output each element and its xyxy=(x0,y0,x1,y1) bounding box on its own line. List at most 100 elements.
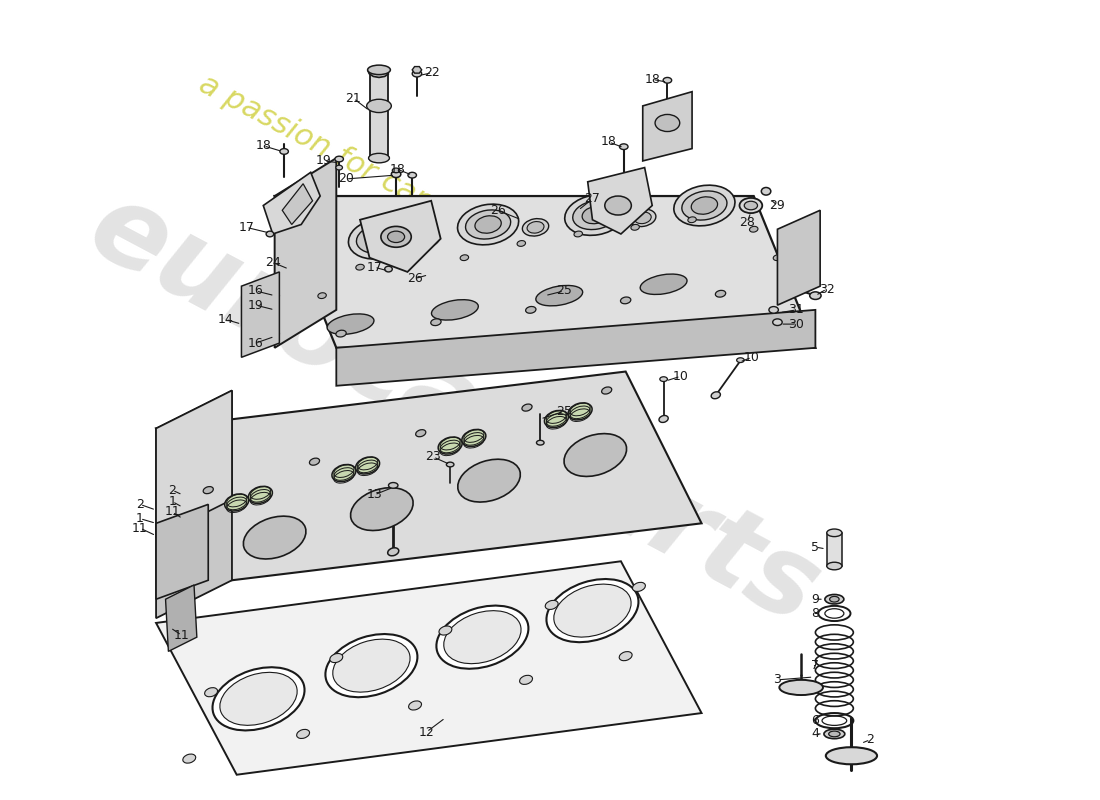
Ellipse shape xyxy=(829,596,839,602)
Polygon shape xyxy=(642,92,692,161)
Ellipse shape xyxy=(640,274,688,294)
Ellipse shape xyxy=(574,231,583,237)
Ellipse shape xyxy=(418,233,434,245)
Ellipse shape xyxy=(629,209,656,226)
Polygon shape xyxy=(778,210,821,305)
Ellipse shape xyxy=(564,434,627,477)
Text: 25: 25 xyxy=(557,405,572,418)
Ellipse shape xyxy=(691,197,717,214)
Ellipse shape xyxy=(827,562,842,570)
Ellipse shape xyxy=(416,430,426,437)
Ellipse shape xyxy=(204,486,213,494)
Text: 13: 13 xyxy=(366,488,382,502)
Ellipse shape xyxy=(517,241,526,246)
Ellipse shape xyxy=(682,191,727,220)
Text: 11: 11 xyxy=(132,522,147,534)
Text: 18: 18 xyxy=(601,135,616,149)
Ellipse shape xyxy=(568,403,592,420)
Text: 4: 4 xyxy=(812,727,820,741)
Polygon shape xyxy=(156,371,702,580)
Polygon shape xyxy=(283,184,312,225)
Polygon shape xyxy=(156,390,232,618)
Text: 30: 30 xyxy=(789,318,804,330)
Text: 17: 17 xyxy=(239,221,254,234)
Ellipse shape xyxy=(605,196,631,215)
Polygon shape xyxy=(367,70,389,78)
Ellipse shape xyxy=(674,185,735,226)
Ellipse shape xyxy=(393,168,400,173)
Ellipse shape xyxy=(355,457,380,474)
Ellipse shape xyxy=(522,218,549,236)
Ellipse shape xyxy=(619,144,628,150)
Ellipse shape xyxy=(544,410,569,427)
Polygon shape xyxy=(241,272,279,358)
Ellipse shape xyxy=(392,171,400,178)
Ellipse shape xyxy=(437,606,528,669)
Text: 8: 8 xyxy=(812,607,820,620)
Ellipse shape xyxy=(447,462,454,467)
Ellipse shape xyxy=(619,651,632,661)
Ellipse shape xyxy=(526,306,536,314)
Text: 9: 9 xyxy=(812,593,820,606)
Ellipse shape xyxy=(333,639,410,692)
Polygon shape xyxy=(587,167,652,234)
Ellipse shape xyxy=(620,297,630,304)
Ellipse shape xyxy=(412,70,421,77)
Text: 5: 5 xyxy=(812,541,820,554)
Ellipse shape xyxy=(408,701,421,710)
Ellipse shape xyxy=(318,293,327,298)
Ellipse shape xyxy=(270,292,279,299)
Ellipse shape xyxy=(810,292,821,299)
Ellipse shape xyxy=(351,488,414,530)
Ellipse shape xyxy=(462,430,486,446)
Polygon shape xyxy=(412,66,421,73)
Text: 31: 31 xyxy=(789,303,804,316)
Text: 26: 26 xyxy=(490,204,506,217)
Polygon shape xyxy=(360,201,441,272)
Ellipse shape xyxy=(824,729,845,738)
Text: 23: 23 xyxy=(426,450,441,463)
Text: 11: 11 xyxy=(174,629,189,642)
Ellipse shape xyxy=(224,494,249,511)
Ellipse shape xyxy=(519,675,532,685)
Text: 12: 12 xyxy=(419,726,435,738)
Ellipse shape xyxy=(414,230,440,247)
Ellipse shape xyxy=(381,226,411,247)
Ellipse shape xyxy=(330,654,343,662)
Polygon shape xyxy=(275,158,337,348)
Text: 16: 16 xyxy=(248,285,264,298)
Ellipse shape xyxy=(336,330,346,337)
Ellipse shape xyxy=(366,230,393,247)
Ellipse shape xyxy=(266,231,274,237)
Polygon shape xyxy=(165,585,197,651)
Ellipse shape xyxy=(220,672,297,726)
Text: 3: 3 xyxy=(773,674,781,686)
Ellipse shape xyxy=(712,392,720,398)
Ellipse shape xyxy=(460,254,469,261)
Polygon shape xyxy=(263,172,320,234)
Ellipse shape xyxy=(475,216,502,234)
Ellipse shape xyxy=(270,330,279,337)
Ellipse shape xyxy=(828,731,840,737)
Ellipse shape xyxy=(660,377,668,382)
Ellipse shape xyxy=(772,319,782,326)
Polygon shape xyxy=(337,310,815,386)
Polygon shape xyxy=(156,562,702,774)
Text: eurocarparts: eurocarparts xyxy=(73,172,837,647)
Text: 27: 27 xyxy=(584,192,601,206)
Text: 1: 1 xyxy=(168,495,176,508)
Ellipse shape xyxy=(739,198,762,213)
Ellipse shape xyxy=(825,594,844,604)
Ellipse shape xyxy=(773,254,782,261)
Ellipse shape xyxy=(388,482,398,488)
Ellipse shape xyxy=(336,166,342,170)
Ellipse shape xyxy=(368,154,389,163)
Ellipse shape xyxy=(332,465,356,482)
Ellipse shape xyxy=(749,226,758,232)
Text: 11: 11 xyxy=(164,506,180,518)
Text: 6: 6 xyxy=(812,714,820,727)
Ellipse shape xyxy=(394,246,403,251)
Ellipse shape xyxy=(443,610,521,664)
Ellipse shape xyxy=(309,458,320,466)
Ellipse shape xyxy=(279,149,288,154)
